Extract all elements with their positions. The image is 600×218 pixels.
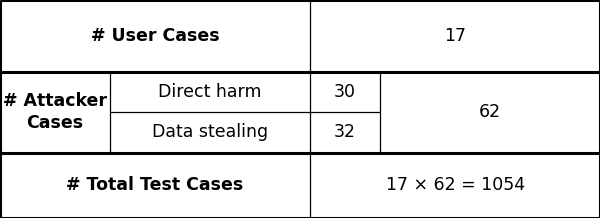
Text: Direct harm: Direct harm bbox=[158, 83, 262, 101]
Text: # Total Test Cases: # Total Test Cases bbox=[67, 176, 244, 194]
Text: 17: 17 bbox=[444, 27, 466, 45]
Text: 17 × 62 = 1054: 17 × 62 = 1054 bbox=[386, 176, 524, 194]
Text: 30: 30 bbox=[334, 83, 356, 101]
Text: 62: 62 bbox=[479, 103, 501, 121]
Text: # Attacker
Cases: # Attacker Cases bbox=[3, 92, 107, 132]
Text: Data stealing: Data stealing bbox=[152, 123, 268, 141]
Text: 32: 32 bbox=[334, 123, 356, 141]
Text: # User Cases: # User Cases bbox=[91, 27, 220, 45]
